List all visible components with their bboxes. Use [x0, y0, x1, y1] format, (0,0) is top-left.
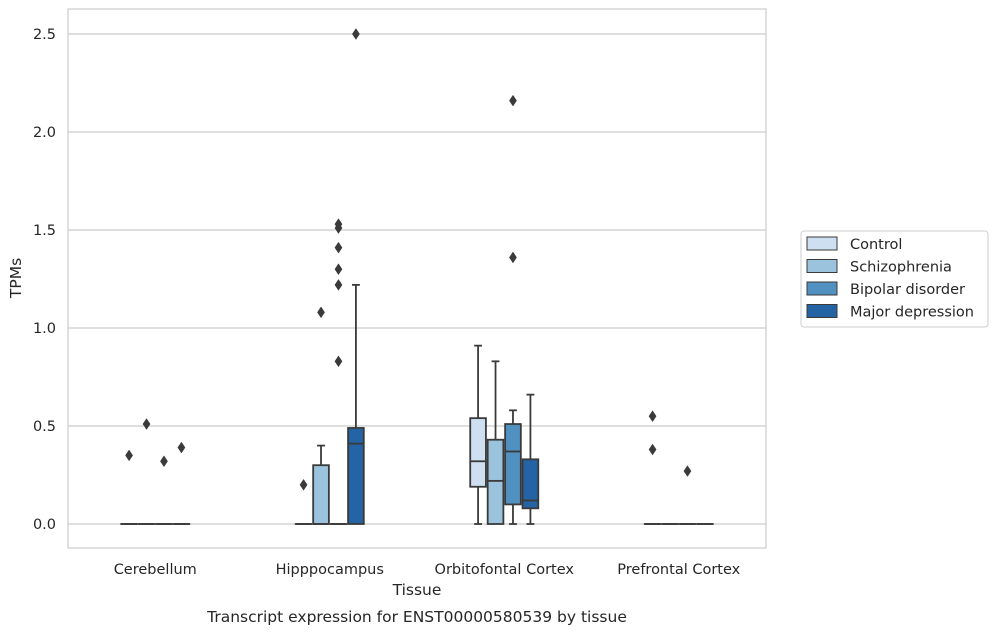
- legend-swatch-0: [806, 236, 838, 251]
- plot-area-frame: [67, 8, 767, 549]
- x-tick-label-1: Hipppocampus: [276, 562, 384, 578]
- outlier-2-2-1: [509, 251, 517, 264]
- legend-label-0: Control: [850, 237, 902, 253]
- outlier-3-0-1: [648, 443, 657, 456]
- outlier-3-2-0: [683, 465, 692, 477]
- legend-frame: [800, 230, 989, 328]
- legend-label-2: Bipolar disorder: [850, 282, 965, 298]
- grid-lines: [68, 33, 766, 525]
- legend-swatch-3: [806, 304, 838, 318]
- y-axis-label: TPMs: [7, 258, 25, 299]
- box-2-0: [469, 344, 487, 525]
- chart-caption: Transcript expression for ENST0000058053…: [206, 608, 627, 626]
- x-axis-label: Tissue: [392, 581, 442, 599]
- outlier-0-0-0: [125, 449, 133, 462]
- box-body: [312, 464, 330, 525]
- y-tick-labels: 0.0 0.5 1.0 1.5 2.0 2.5: [33, 27, 56, 533]
- x-tick-label-2: Orbitofontal Cortex: [435, 562, 575, 578]
- legend: Control Schizophrenia Bipolar disorder Majo…: [800, 230, 989, 328]
- outlier-points: [125, 28, 692, 491]
- outlier-1-1-0: [317, 306, 325, 319]
- box-2-2: [504, 409, 522, 525]
- outlier-1-2-2: [334, 279, 343, 291]
- box-2-1: [486, 360, 505, 525]
- outlier-0-3-0: [177, 441, 186, 454]
- outlier-0-2-0: [160, 455, 168, 468]
- x-tick-labels: Cerebellum Hipppocampus Orbitofontal Corte…: [114, 562, 741, 578]
- y-tick-label-2: 1.0: [33, 321, 56, 337]
- outlier-1-3-0: [352, 28, 360, 40]
- x-tick-label-0: Cerebellum: [114, 562, 197, 578]
- x-tick-label-3: Prefrontal Cortex: [617, 562, 740, 578]
- outlier-1-2-0: [334, 241, 343, 254]
- box-body: [486, 438, 505, 525]
- box-body: [347, 427, 365, 525]
- y-tick-label-0: 0.0: [33, 517, 56, 533]
- legend-swatch-1: [806, 259, 838, 273]
- box-1-3: [347, 283, 365, 525]
- box-body: [521, 458, 540, 510]
- y-tick-label-5: 2.5: [33, 27, 56, 43]
- legend-label-1: Schizophrenia: [850, 260, 952, 276]
- outlier-1-2-3: [334, 355, 343, 368]
- box-body: [469, 417, 487, 488]
- box-2-3: [521, 393, 540, 525]
- outlier-0-1-0: [142, 418, 151, 430]
- box-body: [504, 423, 522, 506]
- box-plots: [120, 283, 714, 525]
- y-tick-label-1: 0.5: [33, 419, 56, 435]
- y-tick-label-4: 2.0: [33, 125, 56, 141]
- legend-swatch-2: [806, 281, 838, 296]
- outlier-1-2-1: [334, 263, 343, 276]
- outlier-2-2-0: [509, 94, 517, 107]
- outlier-3-0-0: [648, 410, 657, 423]
- outlier-1-2-5: [334, 222, 343, 234]
- box-1-1: [312, 444, 330, 525]
- y-tick-label-3: 1.5: [33, 223, 56, 239]
- legend-label-3: Major depression: [850, 305, 974, 321]
- outlier-1-0-0: [299, 478, 308, 491]
